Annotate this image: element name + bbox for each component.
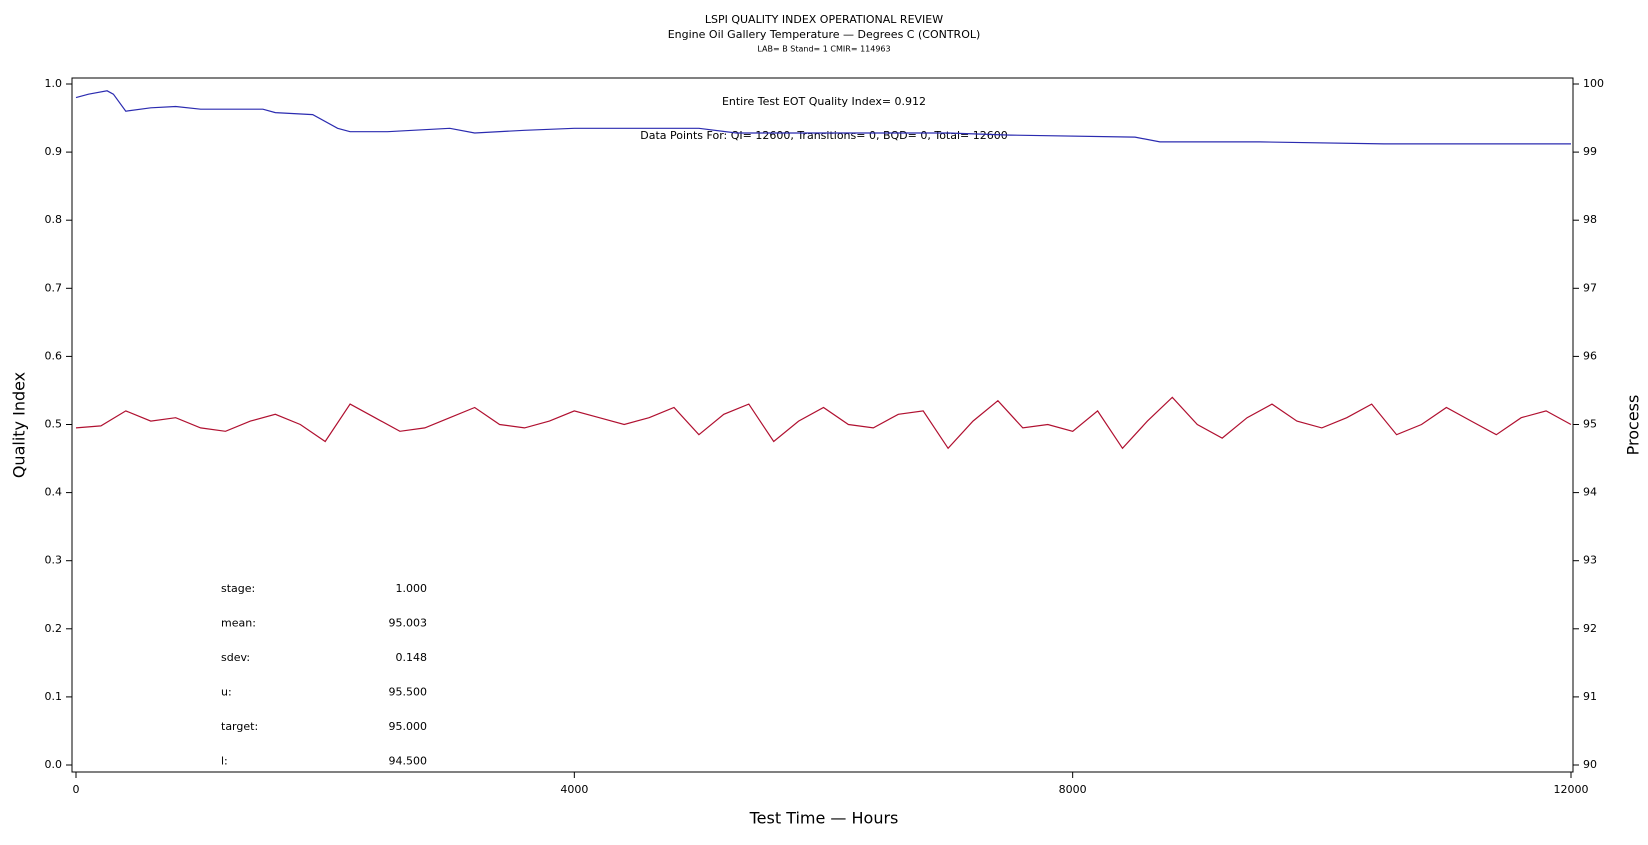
stat-value: 95.000 <box>389 720 428 733</box>
x-tick-label: 12000 <box>1554 783 1589 796</box>
x-tick-label: 4000 <box>560 783 588 796</box>
y-tick-label: 0.1 <box>45 690 63 703</box>
y2-tick-label: 94 <box>1583 486 1597 499</box>
stat-label: mean: <box>221 617 256 630</box>
data-line <box>75 396 1572 450</box>
y-tick-label: 0.7 <box>45 281 63 294</box>
x-tick-label: 8000 <box>1059 783 1087 796</box>
chart-title: LSPI QUALITY INDEX OPERATIONAL REVIEW <box>705 13 943 26</box>
y-tick-label: 0.3 <box>45 554 63 567</box>
stat-value: 1.000 <box>396 582 428 595</box>
y-tick-label: 1.0 <box>45 77 63 90</box>
stat-label: target: <box>221 720 258 733</box>
y2-tick-label: 96 <box>1583 349 1597 362</box>
y2-tick-label: 92 <box>1583 622 1597 635</box>
stat-label: u: <box>221 686 232 699</box>
x-axis-label: Test Time — Hours <box>749 809 899 828</box>
chart-subtitle: Engine Oil Gallery Temperature — Degrees… <box>668 28 981 41</box>
y2-tick-label: 90 <box>1583 758 1597 771</box>
y2-tick-label: 97 <box>1583 281 1597 294</box>
y-axis-label: Quality Index <box>10 372 29 478</box>
y2-tick-label: 98 <box>1583 213 1597 226</box>
y-tick-label: 0.5 <box>45 418 63 431</box>
stat-value: 0.148 <box>396 651 428 664</box>
y2-tick-label: 100 <box>1583 77 1604 90</box>
stat-value: 94.500 <box>389 755 428 768</box>
annotation: Data Points For: QI= 12600, Transitions=… <box>640 129 1008 142</box>
y2-tick-label: 99 <box>1583 145 1597 158</box>
plot-frame <box>71 77 1574 773</box>
y-tick-label: 0.8 <box>45 213 63 226</box>
data-line <box>75 90 1571 145</box>
chart-subtitle: LAB= B Stand= 1 CMIR= 114963 <box>757 45 890 54</box>
y-tick-label: 0.6 <box>45 349 63 362</box>
stat-label: stage: <box>221 582 255 595</box>
y2-tick-label: 95 <box>1583 418 1597 431</box>
y-tick-label: 0.9 <box>45 145 63 158</box>
y2-tick-label: 91 <box>1583 690 1597 703</box>
x-tick-label: 0 <box>73 783 80 796</box>
y-tick-label: 0.2 <box>45 622 63 635</box>
y-tick-label: 0.0 <box>45 758 63 771</box>
y2-axis-label: Process <box>1624 395 1643 456</box>
stat-value: 95.500 <box>389 686 428 699</box>
stat-label: l: <box>221 755 228 768</box>
y2-tick-label: 93 <box>1583 554 1597 567</box>
annotation: Entire Test EOT Quality Index= 0.912 <box>722 95 926 108</box>
stat-value: 95.003 <box>389 617 428 630</box>
y-tick-label: 0.4 <box>45 486 63 499</box>
stat-label: sdev: <box>221 651 250 664</box>
